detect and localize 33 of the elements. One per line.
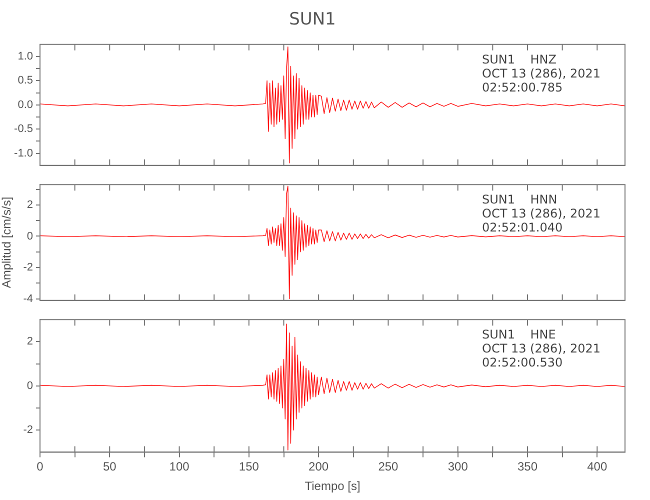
chart-title: SUN1 — [289, 10, 336, 30]
y-tick-label: 0 — [26, 230, 33, 242]
annotation: SUN1 HNN — [482, 192, 558, 207]
x-tick-label: 0 — [36, 460, 44, 474]
y-tick-label: -4 — [23, 292, 33, 305]
y-tick-label: 0 — [26, 380, 33, 392]
y-tick-label: -2 — [23, 424, 33, 436]
x-tick-label: 400 — [587, 460, 608, 474]
y-tick-label: -1.0 — [14, 147, 33, 160]
y-tick-label: -2 — [23, 262, 33, 274]
annotation: OCT 13 (286), 2021 — [482, 66, 600, 81]
x-tick-label: 250 — [378, 460, 399, 474]
x-tick-label: 50 — [102, 460, 117, 474]
y-tick-label: 0.5 — [18, 74, 33, 87]
annotation: SUN1 HNZ — [482, 52, 556, 67]
y-axis-title: Amplitud [cm/s/s] — [0, 196, 14, 288]
annotation: 02:52:00.785 — [482, 80, 563, 95]
y-tick-label: 1.0 — [18, 50, 33, 63]
y-tick-label: -0.5 — [14, 123, 33, 136]
y-tick-label: 2 — [26, 198, 33, 211]
annotation: 02:52:01.040 — [482, 220, 563, 235]
x-axis-title: Tiempo [s] — [304, 479, 360, 494]
annotation: OCT 13 (286), 2021 — [482, 206, 600, 221]
x-tick-label: 150 — [238, 460, 260, 474]
x-tick-label: 100 — [169, 460, 190, 474]
annotation: SUN1 HNE — [482, 328, 556, 342]
annotation: 02:52:00.530 — [482, 356, 563, 370]
annotation: OCT 13 (286), 2021 — [482, 342, 600, 356]
y-tick-label: 2 — [26, 336, 33, 348]
x-tick-label: 350 — [517, 460, 538, 474]
y-tick-label: 0.0 — [18, 98, 33, 111]
x-tick-label: 200 — [308, 460, 329, 474]
x-tick-label: 300 — [448, 460, 468, 474]
